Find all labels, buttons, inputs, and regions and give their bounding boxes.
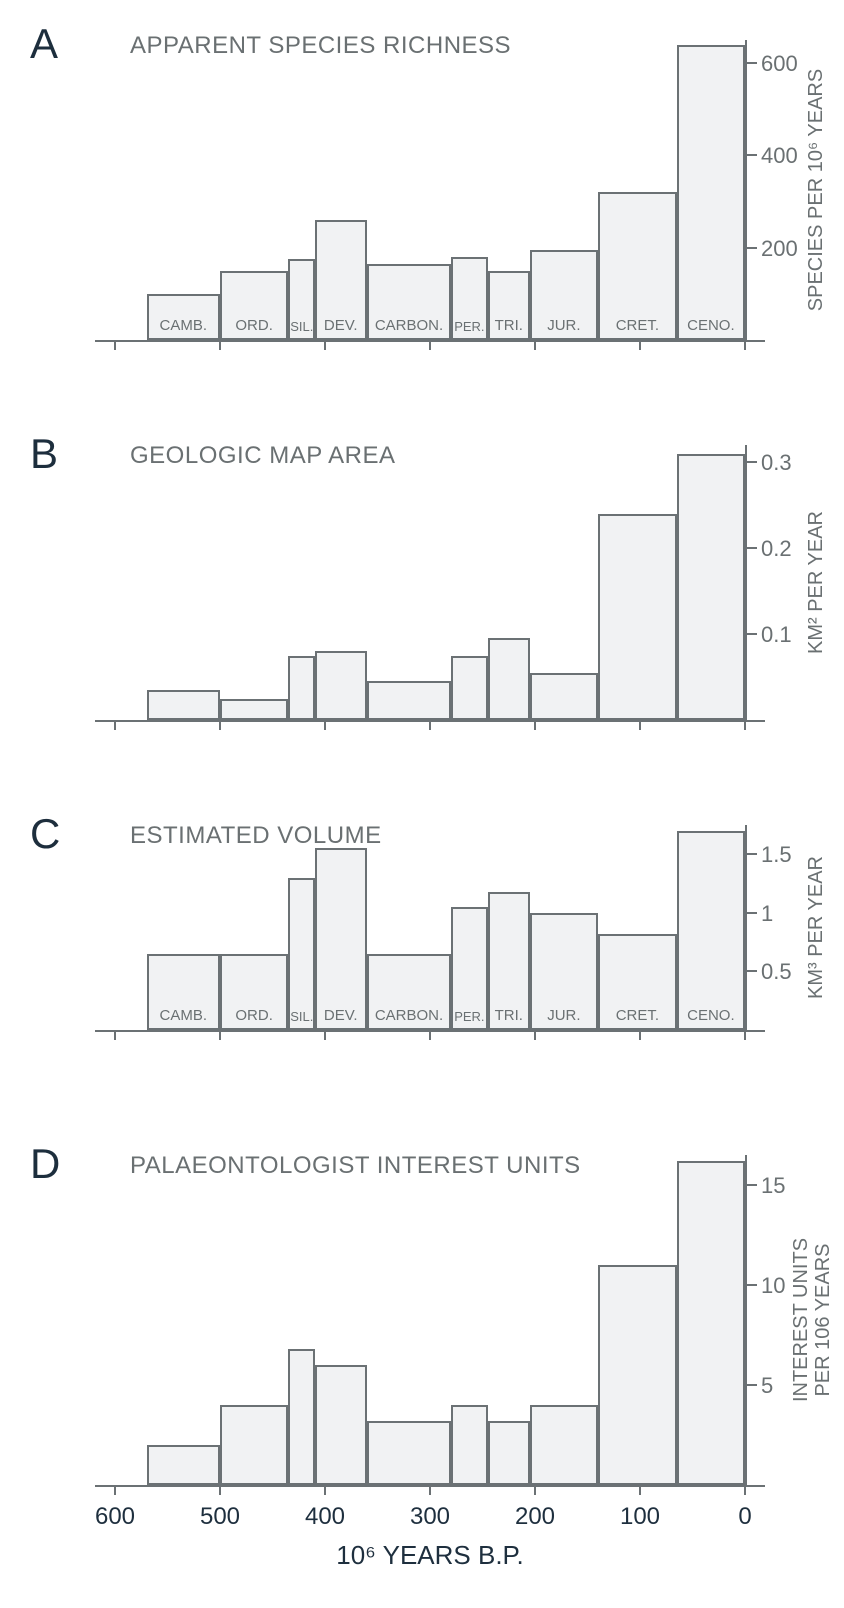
bar-ord: ORD. [220,954,288,1030]
bar-sil [288,1349,314,1485]
bar-cret [598,514,677,720]
bar-camb [147,1445,221,1485]
bar-label: CRET. [600,317,675,334]
bar-dev: DEV. [315,848,368,1030]
bar-label: PER. [453,319,486,334]
bar-camb [147,690,221,720]
bar-ord [220,699,288,720]
bar-camb: CAMB. [147,294,221,340]
bar-carbon [367,1421,451,1485]
bar-label: DEV. [317,317,366,334]
bar-label: TRI. [490,317,528,334]
bar-ceno [677,1161,745,1485]
bar-per: PER. [451,257,488,340]
bar-label: ORD. [222,317,286,334]
bar-label: PER. [453,1009,486,1024]
bar-dev [315,651,368,720]
bar-per [451,656,488,720]
bar-ord: ORD. [220,271,288,340]
bar-ceno: CENO. [677,831,745,1030]
bar-label: TRI. [490,1007,528,1024]
bar-label: CENO. [679,317,743,334]
figure-container: AAPPARENT SPECIES RICHNESS200400600SPECI… [0,0,844,1608]
bar-cret: CRET. [598,934,677,1030]
bar-carbon [367,681,451,720]
bar-per: PER. [451,907,488,1030]
bar-ceno: CENO. [677,45,745,340]
bar-label: JUR. [532,317,596,334]
bar-tri [488,638,530,720]
bar-tri [488,1421,530,1485]
bar-sil: SIL. [288,259,314,340]
bar-label: CENO. [679,1007,743,1024]
bar-label: JUR. [532,1007,596,1024]
bar-tri: TRI. [488,892,530,1030]
bar-label: ORD. [222,1007,286,1024]
bar-jur [530,673,598,720]
bar-label: CRET. [600,1007,675,1024]
bar-ceno [677,454,745,720]
bar-jur: JUR. [530,250,598,340]
bar-label: SIL. [290,319,312,334]
bar-cret: CRET. [598,192,677,340]
bar-label: SIL. [290,1009,312,1024]
bar-dev: DEV. [315,220,368,340]
bar-jur [530,1405,598,1485]
bar-tri: TRI. [488,271,530,340]
bar-carbon: CARBON. [367,264,451,340]
bar-jur: JUR. [530,913,598,1030]
bar-label: DEV. [317,1007,366,1024]
bar-label: CAMB. [149,317,219,334]
bar-sil [288,656,314,720]
bar-dev [315,1365,368,1485]
bar-label: CARBON. [369,317,449,334]
bar-ord [220,1405,288,1485]
bar-camb: CAMB. [147,954,221,1030]
bar-label: CAMB. [149,1007,219,1024]
bar-sil: SIL. [288,878,314,1030]
bar-label: CARBON. [369,1007,449,1024]
bar-cret [598,1265,677,1485]
bar-per [451,1405,488,1485]
bar-carbon: CARBON. [367,954,451,1030]
